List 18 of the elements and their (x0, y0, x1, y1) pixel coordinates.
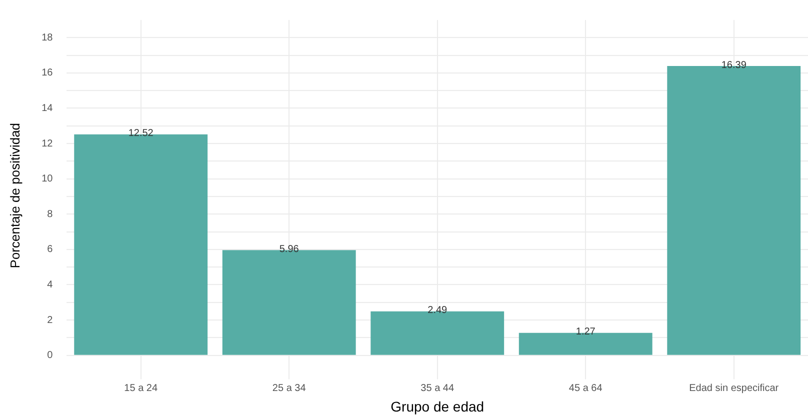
x-tick-label: 25 a 34 (272, 382, 306, 394)
x-tick-label: 35 a 44 (420, 382, 454, 394)
y-tick-label: 2 (47, 314, 54, 326)
y-tick-label: 12 (42, 138, 54, 150)
y-tick-label: 0 (47, 350, 54, 362)
y-axis-title: Porcentaje de positividad (7, 122, 22, 268)
y-tick-label: 4 (47, 279, 54, 290)
y-tick-label: 8 (47, 208, 54, 220)
y-tick-label: 10 (42, 174, 54, 185)
bar (518, 332, 652, 355)
x-tick-label: 45 a 64 (568, 382, 603, 394)
y-tick-label: 6 (47, 244, 54, 256)
x-tick-label: Edad sin especificar (689, 382, 780, 394)
x-axis-title: Grupo de edad (390, 398, 484, 414)
y-tick-label: 14 (42, 102, 54, 114)
x-tick-label: 15 a 24 (124, 382, 158, 394)
y-tick-label: 18 (42, 32, 54, 44)
y-tick-label: 16 (42, 68, 54, 79)
